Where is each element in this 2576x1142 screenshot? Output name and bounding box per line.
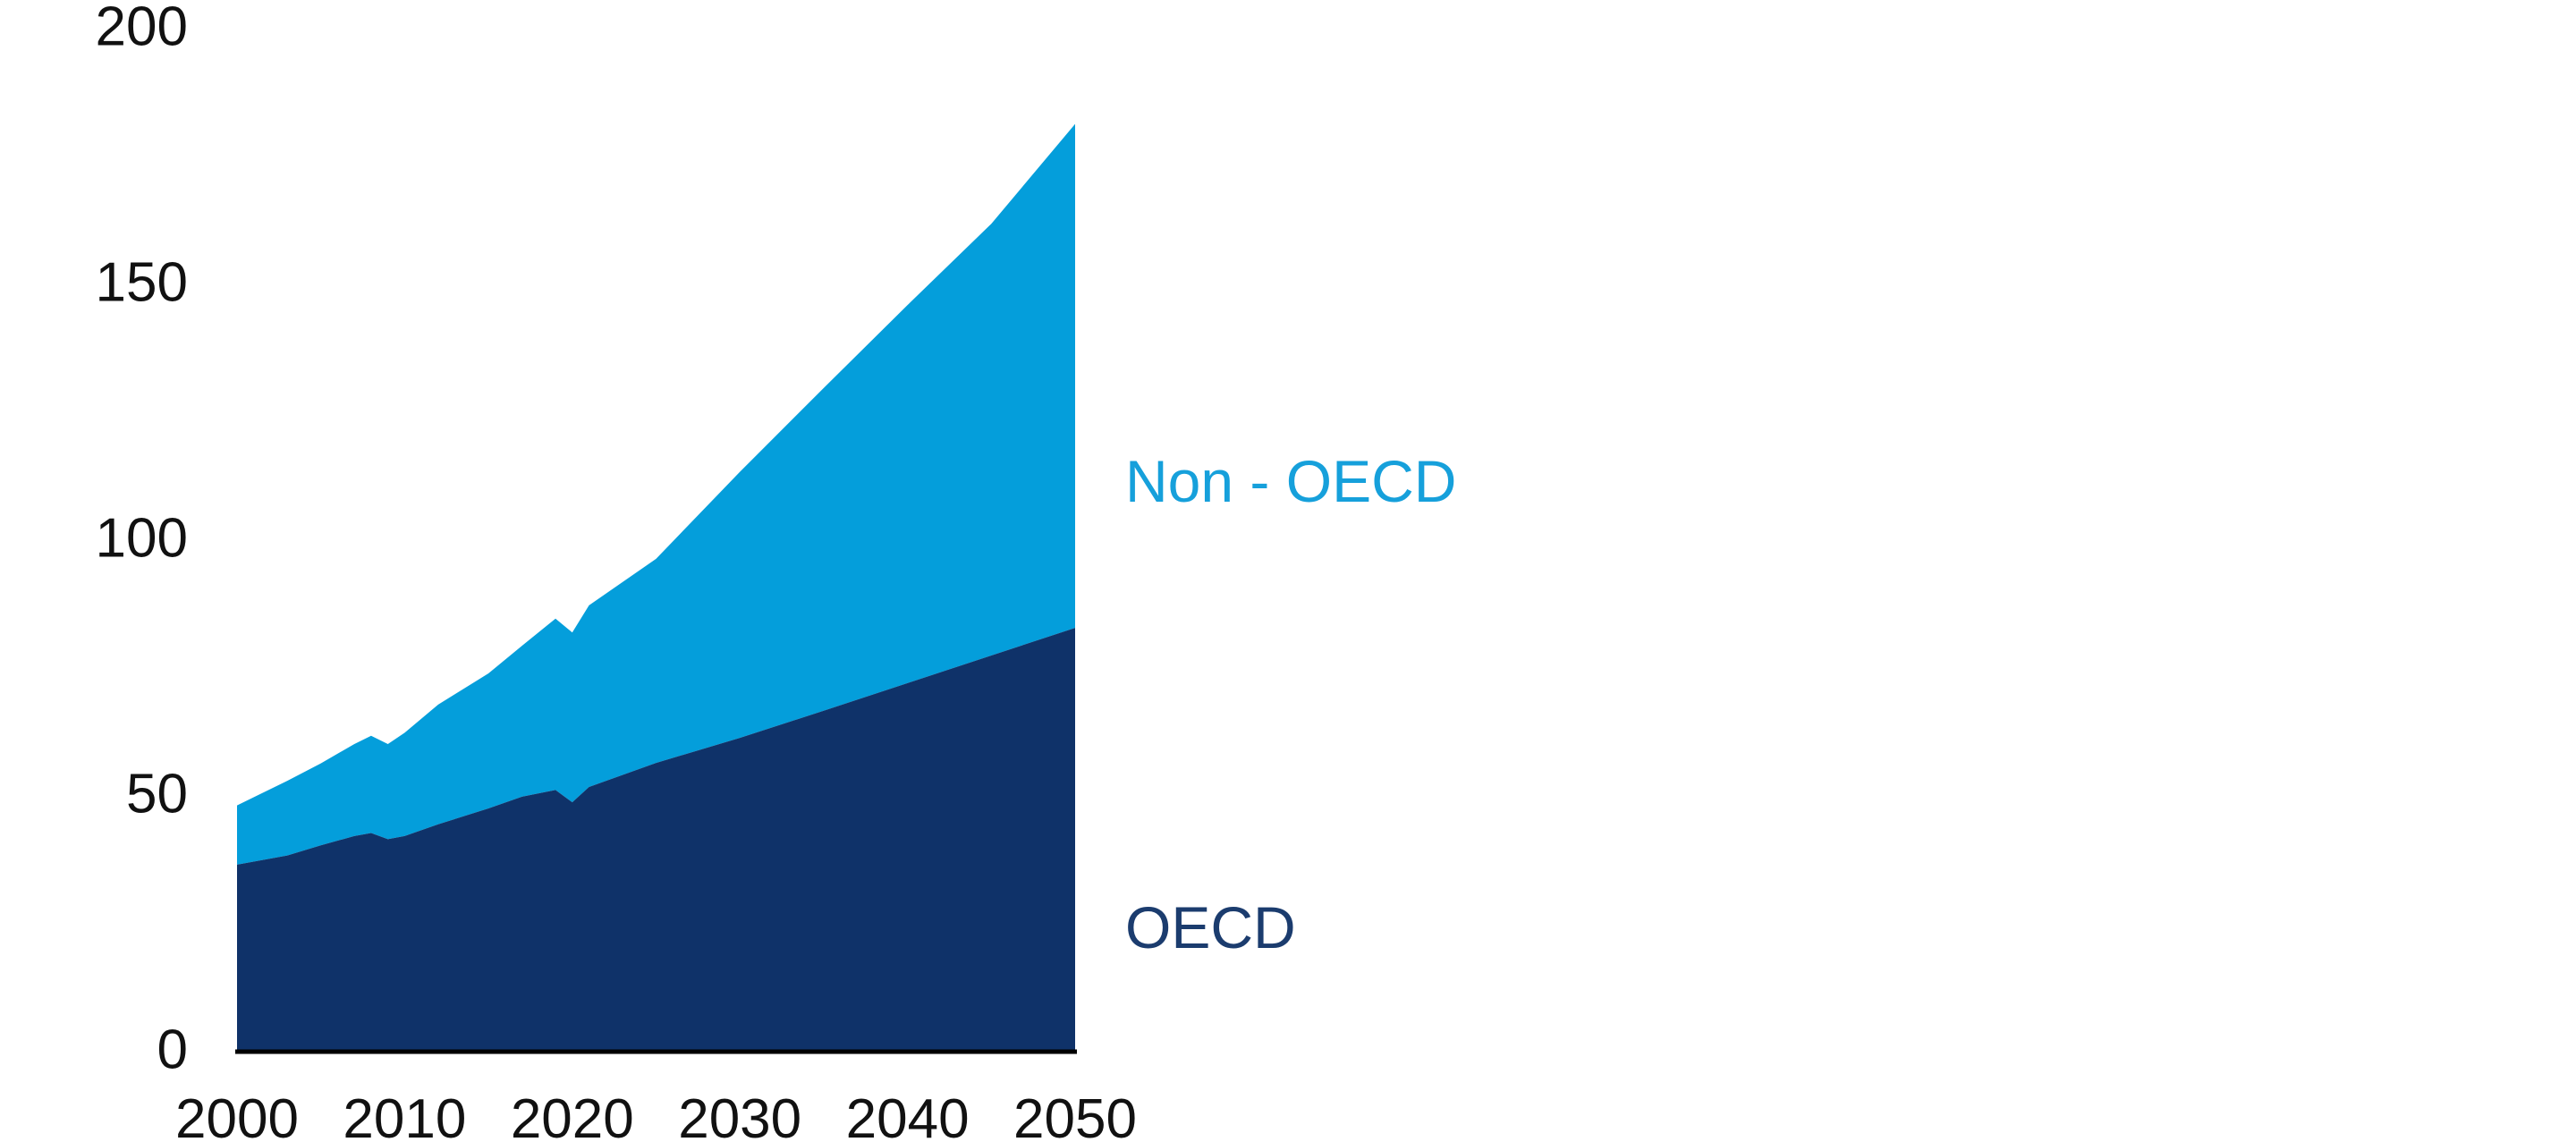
y-axis-tick-label: 100 <box>96 508 188 570</box>
y-axis-tick-label: 0 <box>157 1019 188 1081</box>
x-axis-tick-label: 2050 <box>1013 1088 1137 1142</box>
x-axis-tick-label: 2020 <box>511 1088 634 1142</box>
legend-non-oecd-label: Non - OECD <box>1125 448 1456 514</box>
non-oecd-area <box>237 123 1075 865</box>
x-axis-tick-label: 2000 <box>175 1088 299 1142</box>
y-axis-tick-label: 50 <box>126 764 188 825</box>
legend-oecd-label: OECD <box>1125 894 1296 960</box>
y-axis-tick-label: 150 <box>96 252 188 314</box>
oecd-area <box>237 628 1075 1050</box>
x-axis-tick-label: 2040 <box>846 1088 970 1142</box>
x-axis-tick-label: 2010 <box>343 1088 466 1142</box>
x-axis-tick-label: 2030 <box>678 1088 801 1142</box>
y-axis-tick-label: 200 <box>96 0 188 58</box>
